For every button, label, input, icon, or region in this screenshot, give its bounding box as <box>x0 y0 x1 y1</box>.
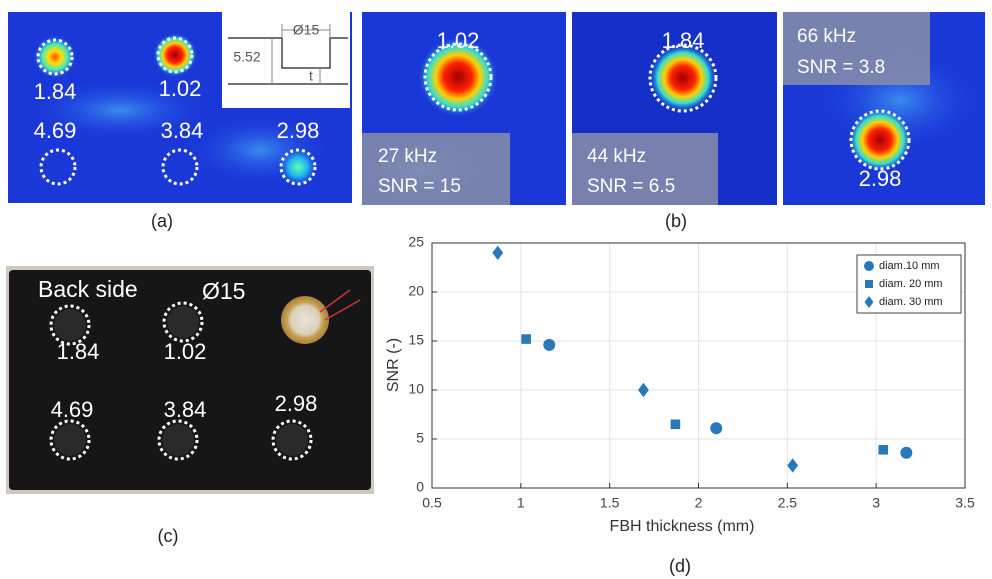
thickness-label: 1.84 <box>57 339 100 364</box>
y-axis-label: SNR (-) <box>385 338 402 392</box>
y-tick-label: 15 <box>408 332 424 348</box>
legend-label: diam. 20 mm <box>879 278 943 290</box>
caption: (a) <box>151 211 173 231</box>
legend-label: diam. 30 mm <box>879 296 943 308</box>
hot-spot <box>649 44 717 112</box>
data-point <box>521 334 531 344</box>
hole-marker <box>849 109 911 171</box>
inset <box>222 12 350 108</box>
hole-marker <box>271 419 313 461</box>
hot-spot <box>418 37 498 117</box>
thickness-label: 1.02 <box>437 28 480 53</box>
hole <box>276 424 308 456</box>
hole-marker <box>423 42 493 112</box>
snr: SNR = 6.5 <box>587 176 675 197</box>
x-tick-label: 1.5 <box>600 495 620 511</box>
snr: SNR = 15 <box>378 176 461 197</box>
hole <box>167 306 199 338</box>
wire <box>319 289 361 321</box>
caption: (c) <box>158 526 179 546</box>
x-tick-label: 3.5 <box>955 495 975 511</box>
panel-b: 1.02 1.84 2.98 27 kHz SNR = 15 44 kHz SN… <box>360 12 985 231</box>
thickness-label: 2.98 <box>859 166 902 191</box>
info-box <box>362 133 510 205</box>
thickness-label: 2.98 <box>275 391 318 416</box>
plate-title: Back side <box>38 276 138 302</box>
panel-c: Back side Ø15 1.84 1.02 4.69 3.84 2.98 (… <box>6 266 374 546</box>
hole-marker <box>36 38 74 76</box>
hole-marker <box>49 304 91 346</box>
legend-marker <box>865 280 873 288</box>
y-tick-label: 20 <box>408 283 424 299</box>
data-point <box>670 419 681 430</box>
x-tick-label: 0.5 <box>422 495 442 511</box>
y-tick-label: 0 <box>416 479 424 495</box>
hole-marker <box>157 419 199 461</box>
inset-thickness: t <box>309 68 313 84</box>
y-tick-label: 10 <box>408 381 424 397</box>
thickness-label: 4.69 <box>34 118 77 143</box>
hole <box>162 424 194 456</box>
frequency: 27 kHz <box>378 146 437 167</box>
thickness-label: 1.02 <box>159 76 202 101</box>
hole <box>54 424 86 456</box>
hole-marker <box>279 148 317 186</box>
noise <box>30 80 210 140</box>
thickness-label: 1.84 <box>662 28 705 53</box>
legend-marker <box>864 296 874 308</box>
inset-diameter: Ø15 <box>293 22 320 38</box>
transducer <box>281 296 329 344</box>
snr: SNR = 3.8 <box>797 57 885 78</box>
hole-marker <box>648 43 718 113</box>
y-tick-label: 25 <box>408 234 424 250</box>
caption: (b) <box>665 211 687 231</box>
hole-marker <box>162 301 204 343</box>
hole-marker <box>39 148 77 186</box>
thickness-label: 3.84 <box>161 118 204 143</box>
data-point <box>787 458 799 473</box>
caption: (d) <box>669 556 691 576</box>
data-point <box>710 422 723 435</box>
dimension-lines <box>271 24 331 84</box>
data-point <box>878 444 889 455</box>
x-tick-label: 2 <box>695 495 703 511</box>
info-box <box>572 133 718 205</box>
hot-spot <box>278 147 318 187</box>
hot-spot <box>848 108 912 172</box>
data-point <box>492 245 504 260</box>
frequency: 44 kHz <box>587 146 646 167</box>
info-box <box>783 12 930 85</box>
x-axis-label: FBH thickness (mm) <box>610 518 755 535</box>
data-point <box>638 382 649 398</box>
legend-box <box>856 254 962 314</box>
panel-a: 1.84 1.02 4.69 3.84 2.98 Ø15 5.52 t (a) <box>8 12 352 231</box>
hole-marker <box>156 36 194 74</box>
axes-box <box>431 242 966 489</box>
legend-marker <box>864 261 874 271</box>
thickness-label: 3.84 <box>164 397 207 422</box>
hole <box>54 309 86 341</box>
y-tick-label: 5 <box>416 430 424 446</box>
x-tick-label: 1 <box>517 495 525 511</box>
hot-spot <box>153 33 197 77</box>
hole-marker <box>161 148 199 186</box>
inset-depth: 5.52 <box>233 49 260 65</box>
plate-diameter: Ø15 <box>202 278 245 304</box>
inset-profile <box>228 37 348 85</box>
panel-d: FBH thickness (mm) SNR (-) (d) 0 5 10 15 20 2… <box>385 234 975 576</box>
hole-marker <box>49 419 91 461</box>
x-tick-label: 2.5 <box>778 495 798 511</box>
x-tick-label: 3 <box>872 495 880 511</box>
data-point <box>543 338 556 351</box>
hot-spot <box>33 35 77 79</box>
frequency: 66 kHz <box>797 26 856 47</box>
thickness-label: 4.69 <box>51 397 94 422</box>
thickness-label: 1.84 <box>34 79 77 104</box>
data-point <box>900 446 913 459</box>
thickness-label: 2.98 <box>277 118 320 143</box>
thickness-label: 1.02 <box>164 339 207 364</box>
legend-label: diam.10 mm <box>879 260 940 272</box>
